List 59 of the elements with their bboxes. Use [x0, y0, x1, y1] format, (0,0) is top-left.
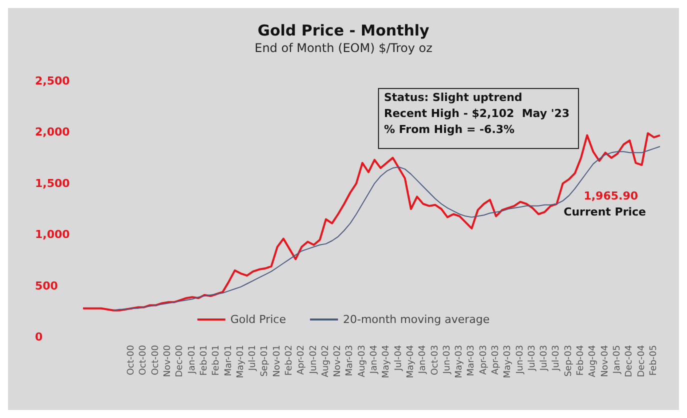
x-tick-label: Oct-00: [126, 344, 137, 376]
x-tick-label: Nov-01: [272, 345, 282, 378]
x-tick-label: Jul-03: [527, 345, 538, 372]
x-tick-label: Jan-01: [187, 345, 198, 375]
x-tick-label: Nov-00: [163, 344, 174, 378]
x-tick-label: Apr-02: [296, 345, 307, 375]
x-tick-label: Feb-01: [199, 345, 210, 376]
x-tick-label: Mar-03: [345, 345, 356, 376]
y-tick-label: 500: [35, 279, 58, 292]
x-tick-label: Oct-03: [430, 345, 440, 376]
x-tick-label: Mar-01: [224, 345, 234, 376]
legend-label: Gold Price: [230, 313, 286, 326]
x-tick-label: Jan-04: [418, 344, 428, 375]
legend-label: 20-month moving average: [342, 313, 490, 326]
x-tick-label: Jan-05: [612, 345, 622, 375]
y-tick-label: 1,500: [35, 176, 70, 190]
x-tick-label: Jul-03: [540, 345, 550, 372]
annotation: Status: Slight uptrend: [384, 91, 522, 104]
x-tick-label: Aug-02: [320, 345, 331, 378]
x-tick-label: Mar-03: [466, 345, 477, 376]
y-tick-label: 2,000: [35, 126, 70, 139]
x-tick-label: May-03: [454, 345, 465, 378]
x-tick-label: Sep-01: [260, 345, 270, 377]
y-tick-label: 1,000: [35, 228, 70, 242]
annotation: % From High = -6.3%: [384, 123, 515, 136]
x-tick-label: Aug-03: [357, 345, 368, 378]
x-tick-label: Dec-04: [624, 344, 635, 378]
x-tick-label: Nov-04: [600, 344, 610, 378]
annotation: Current Price: [564, 205, 646, 218]
x-tick-label: Jul-01: [248, 345, 258, 372]
x-tick-label: Oct-00: [150, 344, 161, 376]
x-tick-label: Oct-00: [138, 344, 149, 376]
x-tick-label: Nov-02: [333, 345, 344, 378]
x-tick-label: Feb-02: [284, 345, 295, 376]
x-tick-label: Apr-03: [478, 345, 489, 375]
chart-title: Gold Price - Monthly: [258, 22, 430, 40]
x-tick-label: Apr-03: [491, 345, 502, 375]
chart-subtitle: End of Month (EOM) $/Troy oz: [254, 41, 432, 55]
x-tick-label: Jul-03: [552, 345, 562, 372]
x-tick-label: Jun-02: [308, 345, 319, 375]
x-tick-label: Sep-03: [564, 345, 574, 377]
x-tick-label: May-04: [382, 344, 392, 378]
annotation: Recent High - $2,102 May '23: [384, 107, 570, 120]
x-tick-label: Jun-03: [442, 345, 452, 375]
x-tick-label: Dec-04: [636, 344, 647, 378]
x-tick-label: Jan-04: [370, 344, 380, 375]
x-tick-label: Feb-01: [212, 345, 222, 376]
x-tick-label: Feb-05: [648, 345, 659, 376]
x-tick-label: May-04: [406, 344, 416, 378]
annotation: 1,965.90: [584, 189, 638, 202]
x-tick-label: May-01: [236, 345, 246, 378]
y-tick-label: 0: [35, 330, 43, 344]
x-tick-label: Jun-03: [515, 345, 526, 375]
x-tick-label: Dec-00: [175, 344, 186, 378]
x-tick-label: Aug-04: [588, 344, 598, 378]
x-tick-label: Jul-04: [394, 344, 404, 372]
x-tick-label: May-03: [503, 345, 514, 378]
x-tick-label: Feb-04: [576, 344, 586, 376]
y-tick-label: 2,500: [35, 74, 70, 88]
